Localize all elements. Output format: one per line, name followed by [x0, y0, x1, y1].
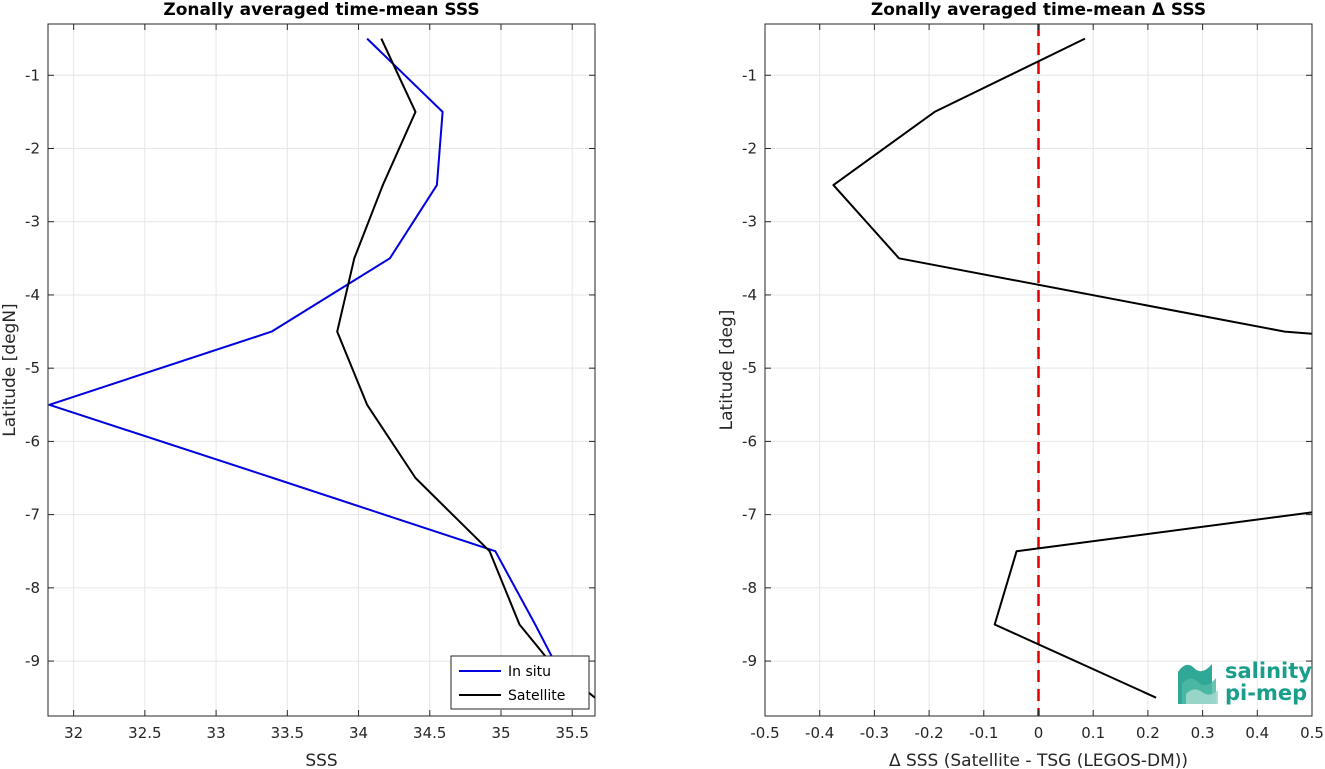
x-tick-label: -0.4 [805, 724, 834, 742]
x-tick-label: 35.5 [556, 724, 589, 742]
chart-1: 32 32.5 33 33.5 34 34.5 35 35.5 -1 -2 -3 -4 -5 -6 -7 -8… [0, 0, 596, 769]
y-tick-label: -8 [25, 579, 40, 597]
chart-2: -0.5 -0.4 -0.3 -0.2 -0.1 0 0.1 0.2 0.3 0.4 0.5 -1 -2… [717, 0, 1324, 769]
x-tick-label: -0.5 [750, 724, 779, 742]
logo-wave-icon [1178, 664, 1218, 704]
x-tick-label: 0.1 [1081, 724, 1105, 742]
x-tick-label: 33 [207, 724, 226, 742]
x-tick-label: 33.5 [271, 724, 304, 742]
series-line-satellite [336, 38, 595, 699]
series-line-in-situ [48, 37, 559, 669]
y-tick-label: -9 [25, 652, 40, 670]
legend-label: Satellite [508, 688, 565, 704]
x-tick-label: 34 [349, 724, 368, 742]
y-tick-label: -2 [742, 139, 757, 157]
x-tick-label: 32 [64, 724, 83, 742]
legend-label: In situ [508, 664, 551, 680]
y-tick-label: -5 [25, 359, 40, 377]
x-tick-label: -0.1 [969, 724, 998, 742]
chart-title: Zonally averaged time-mean Δ SSS [871, 0, 1206, 20]
y-tick-label: -3 [742, 213, 757, 231]
y-tick-label: -8 [742, 579, 757, 597]
y-tick-label: -1 [25, 66, 40, 84]
x-tick-label: 0 [1034, 724, 1044, 742]
x-tick-label: -0.2 [914, 724, 943, 742]
y-axis-label: Latitude [degN] [0, 303, 20, 436]
x-tick-label: 0.5 [1300, 724, 1324, 742]
x-tick-label: 0.3 [1191, 724, 1215, 742]
x-tick-label: 0.4 [1245, 724, 1269, 742]
logo-line2: pi-mep [1225, 681, 1307, 705]
y-tick-label: -1 [742, 66, 757, 84]
x-tick-label: 35 [491, 724, 510, 742]
y-tick-label: -5 [742, 359, 757, 377]
salinity-pi-mep-logo: salinity pi-mep [1178, 659, 1312, 705]
y-tick-label: -3 [25, 213, 40, 231]
chart-title: Zonally averaged time-mean SSS [163, 0, 479, 20]
x-tick-label: 32.5 [128, 724, 161, 742]
series-line-delta-1 [832, 37, 1312, 335]
y-tick-label: -9 [742, 652, 757, 670]
x-tick-label: -0.3 [860, 724, 889, 742]
y-tick-label: -6 [25, 432, 40, 450]
y-tick-label: -7 [25, 506, 40, 524]
x-tick-label: 34.5 [413, 724, 446, 742]
logo-line1: salinity [1225, 659, 1312, 683]
y-tick-label: -2 [25, 139, 40, 157]
axes-box [47, 23, 596, 717]
x-tick-label: 0.2 [1136, 724, 1160, 742]
x-axis-label: Δ SSS (Satellite - TSG (LEGOS-DM)) [889, 751, 1188, 769]
y-tick-label: -7 [742, 506, 757, 524]
x-axis-label: SSS [305, 751, 337, 769]
series-line-delta-2 [993, 511, 1312, 699]
legend-box [450, 655, 590, 710]
legend: In situ Satellite [450, 655, 590, 710]
y-tick-label: -4 [742, 286, 757, 304]
y-axis-label: Latitude [deg] [717, 310, 737, 431]
y-tick-label: -6 [742, 432, 757, 450]
y-tick-label: -4 [25, 286, 40, 304]
